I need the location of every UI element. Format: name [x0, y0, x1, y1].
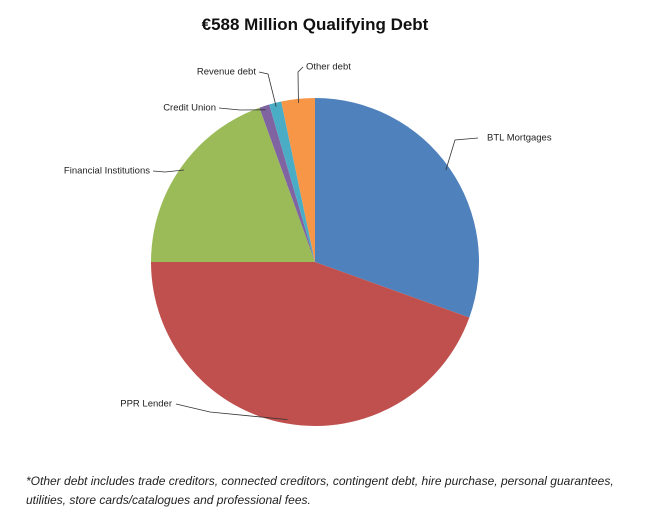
pie-slice — [269, 101, 315, 263]
chart-title: €588 Million Qualifying Debt — [202, 15, 429, 34]
pie-slice — [151, 262, 470, 426]
pie-slice — [151, 107, 315, 262]
slice-label: BTL Mortgages — [487, 133, 552, 144]
leader-line — [258, 71, 277, 107]
leader-line — [297, 66, 304, 103]
slice-label: Revenue debt — [197, 67, 257, 78]
slice-label: Other debt — [306, 62, 351, 73]
slice-label: PPR Lender — [120, 399, 172, 410]
leader-line — [445, 137, 479, 171]
pie-slice — [259, 104, 315, 262]
leader-line — [152, 169, 185, 173]
pie-slice — [315, 98, 479, 318]
leader-line — [175, 403, 288, 421]
pie-slice — [281, 98, 315, 262]
slice-label: Financial Institutions — [64, 166, 150, 177]
footnote: *Other debt includes trade creditors, co… — [26, 474, 614, 507]
slice-label: Credit Union — [163, 103, 216, 114]
leader-line — [218, 107, 266, 111]
